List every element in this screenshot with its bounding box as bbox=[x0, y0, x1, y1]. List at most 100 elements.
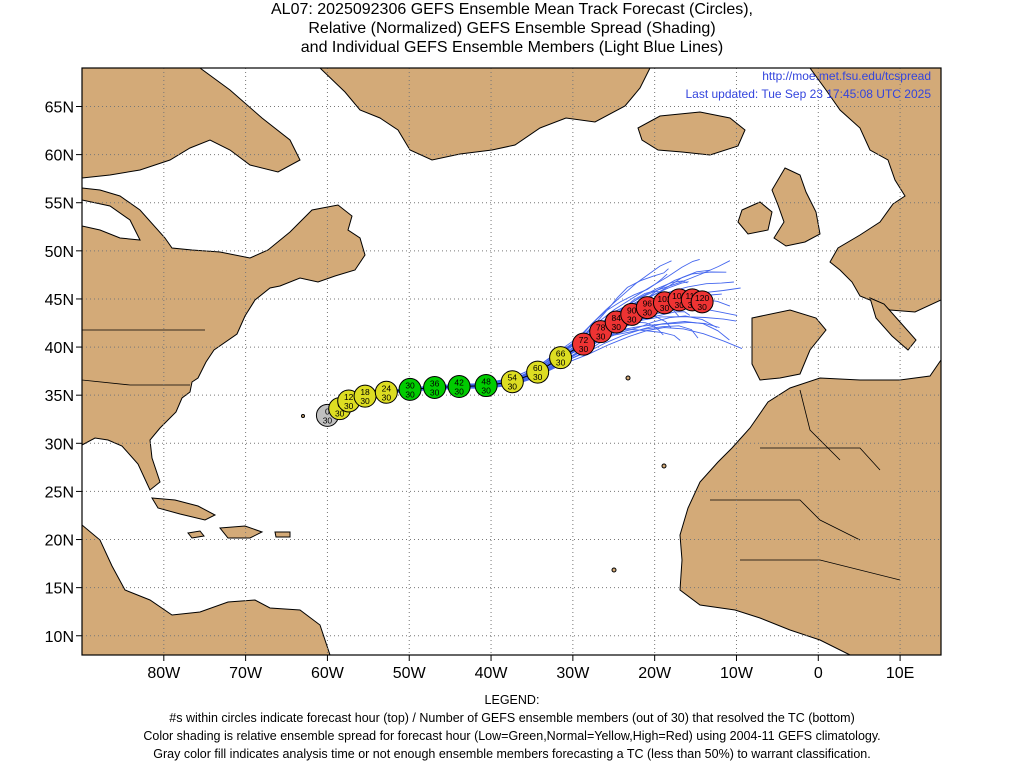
legend-line-1: #s within circles indicate forecast hour… bbox=[169, 711, 855, 725]
africa-land bbox=[679, 359, 941, 655]
forecast-hour-label: 18 bbox=[360, 387, 370, 397]
lat-tick-label: 40N bbox=[45, 340, 74, 357]
member-count-label: 30 bbox=[454, 387, 464, 397]
figure-title: AL07: 2025092306 GEFS Ensemble Mean Trac… bbox=[0, 0, 1024, 57]
lon-tick-label: 50W bbox=[393, 665, 427, 682]
cuba-land bbox=[151, 497, 217, 521]
track-circle bbox=[474, 374, 498, 398]
lat-tick-label: 65N bbox=[45, 99, 74, 116]
track-circle bbox=[447, 375, 471, 399]
source-url-link[interactable]: http://moe.met.fsu.edu/tcspread bbox=[762, 69, 931, 83]
lat-tick-label: 55N bbox=[45, 196, 74, 213]
forecast-hour-label: 0 bbox=[325, 406, 330, 416]
member-count-label: 30 bbox=[697, 302, 707, 312]
lon-tick-label: 80W bbox=[147, 665, 181, 682]
member-count-label: 30 bbox=[344, 401, 354, 411]
member-count-label: 30 bbox=[430, 387, 440, 397]
lon-tick-label: 60W bbox=[311, 665, 345, 682]
azores-island bbox=[625, 375, 631, 381]
lat-tick-label: 20N bbox=[45, 533, 74, 550]
lon-tick-label: 0 bbox=[814, 665, 823, 682]
north-america-land bbox=[82, 187, 366, 491]
member-count-label: 30 bbox=[323, 415, 333, 425]
track-circle bbox=[500, 370, 524, 394]
forecast-hour-label: 30 bbox=[405, 380, 415, 390]
forecast-hour-label: 72 bbox=[579, 335, 589, 345]
last-updated-text: Last updated: Tue Sep 23 17:45:08 UTC 20… bbox=[685, 87, 931, 101]
forecast-hour-label: 60 bbox=[533, 363, 543, 373]
track-circle bbox=[423, 375, 447, 399]
lat-tick-label: 50N bbox=[45, 244, 74, 261]
cape-verde-island bbox=[611, 567, 617, 573]
member-count-label: 30 bbox=[360, 396, 370, 406]
hispaniola-land bbox=[219, 525, 264, 539]
member-count-label: 30 bbox=[660, 303, 670, 313]
member-count-label: 30 bbox=[556, 358, 566, 368]
forecast-hour-label: 66 bbox=[556, 349, 566, 359]
puerto-rico-land bbox=[274, 531, 291, 538]
lat-tick-label: 10N bbox=[45, 629, 74, 646]
map-frame bbox=[81, 67, 942, 656]
ireland-land bbox=[737, 201, 773, 235]
forecast-hour-label: 42 bbox=[454, 378, 464, 388]
track-circle bbox=[549, 346, 573, 370]
jamaica-land bbox=[187, 530, 205, 539]
lat-tick-label: 25N bbox=[45, 484, 74, 501]
forecast-hour-label: 108 bbox=[672, 291, 686, 301]
axis-ticks: 80W 70W 60W 50W 40W 30W 20W 10W 0 10E 65N 60N 55N 50N… bbox=[45, 99, 915, 682]
forecast-hour-label: 78 bbox=[596, 323, 606, 333]
legend-line-2: Color shading is relative ensemble sprea… bbox=[143, 729, 881, 743]
hudson-bay-water bbox=[82, 199, 141, 241]
lon-tick-label: 10E bbox=[886, 665, 914, 682]
title-line-2: Relative (Normalized) GEFS Ensemble Spre… bbox=[308, 20, 716, 37]
forecast-hour-label: 84 bbox=[611, 313, 621, 323]
track-circle bbox=[571, 332, 595, 356]
lat-tick-label: 60N bbox=[45, 148, 74, 165]
lon-tick-label: 70W bbox=[229, 665, 263, 682]
member-count-label: 30 bbox=[382, 392, 392, 402]
member-count-label: 30 bbox=[596, 332, 606, 342]
lat-tick-label: 30N bbox=[45, 436, 74, 453]
forecast-hour-label: 36 bbox=[430, 378, 440, 388]
track-circle bbox=[398, 377, 422, 401]
forecast-hour-label: 54 bbox=[508, 373, 518, 383]
italy-land bbox=[869, 297, 917, 351]
member-count-label: 30 bbox=[481, 386, 491, 396]
member-count-label: 30 bbox=[611, 322, 621, 332]
lon-tick-label: 30W bbox=[556, 665, 590, 682]
member-count-label: 30 bbox=[335, 409, 345, 419]
bermuda-island bbox=[301, 414, 305, 418]
canary-island bbox=[661, 463, 667, 469]
forecast-hour-label: 96 bbox=[643, 299, 653, 309]
lat-tick-label: 35N bbox=[45, 388, 74, 405]
forecast-hour-label: 12 bbox=[344, 392, 354, 402]
greenland-land bbox=[319, 68, 651, 161]
legend: LEGEND: #s within circles indicate forec… bbox=[0, 691, 1024, 763]
central-america-land bbox=[82, 524, 331, 655]
great-britain-land bbox=[771, 167, 821, 247]
lon-tick-label: 10W bbox=[720, 665, 754, 682]
forecast-hour-label: 90 bbox=[627, 305, 637, 315]
lon-tick-label: 40W bbox=[475, 665, 509, 682]
mean-track: 0306301230183024303030363042304830543060… bbox=[315, 288, 714, 427]
forecast-hour-label: 48 bbox=[481, 377, 491, 387]
title-line-3: and Individual GEFS Ensemble Members (Li… bbox=[300, 39, 724, 56]
title-line-1: AL07: 2025092306 GEFS Ensemble Mean Trac… bbox=[271, 1, 753, 18]
member-count-label: 30 bbox=[508, 382, 518, 392]
member-count-label: 30 bbox=[405, 389, 415, 399]
land-masses bbox=[82, 68, 941, 655]
member-count-label: 30 bbox=[674, 300, 684, 310]
